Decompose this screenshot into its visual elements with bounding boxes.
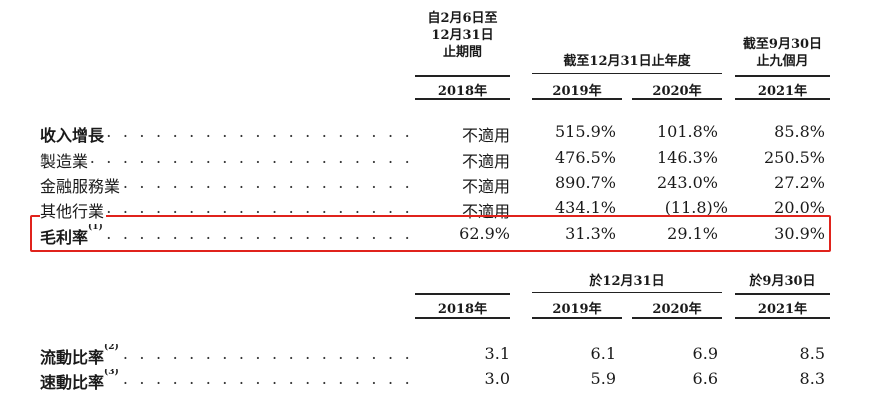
row-label: 其他行業 [40,202,107,221]
cell-2021: 20.0% [774,198,825,217]
year-header-2019: 2019年 [552,302,602,317]
year-header-2018: 2018年 [437,302,488,317]
footnote-marker: (2) [104,344,119,352]
year-rule [735,98,830,100]
header-rule [532,292,722,293]
cell-2021: 250.5% [763,148,825,167]
year-rule [632,317,722,319]
header-nine-months-sep30: 截至9月30日 止九個月 [742,37,823,69]
year-header-2019: 2019年 [552,84,602,99]
header-rule [532,73,722,74]
cell-2019: 31.3% [565,224,616,243]
year-rule [415,317,510,319]
cell-2021: 27.2% [774,173,825,192]
cell-2020: 29.1% [667,224,718,243]
cell-2018: 62.9% [459,224,510,243]
year-header-2020: 2020年 [652,302,702,317]
cell-2019: 5.9 [590,369,616,388]
year-rule [632,98,722,100]
row-label: 速動比率 [40,373,105,392]
year-header-2020: 2020年 [652,84,702,99]
cell-2020: 6.9 [692,344,718,363]
header-rule [415,75,510,77]
cell-2019: 476.5% [554,148,616,167]
cell-2019: 434.1% [554,198,616,217]
row-label: 製造業 [40,152,91,171]
year-rule [532,317,622,319]
year-rule [735,317,830,319]
cell-2020: 146.3% [656,148,718,167]
cell-2021: 8.5 [799,344,825,363]
cell-2019: 6.1 [590,344,616,363]
cell-2018: 不適用 [461,126,510,145]
cell-2020: 6.6 [692,369,718,388]
row-label: 收入增長 [40,126,107,145]
cell-2018: 不適用 [461,152,510,171]
header-rule [415,293,510,295]
cell-2021: 8.3 [799,369,825,388]
header-rule [735,293,830,295]
header-as-at-dec31: 於12月31日 [589,274,665,289]
footnote-marker: (1) [88,224,103,232]
cell-2021: 30.9% [774,224,825,243]
year-rule [532,98,622,100]
cell-2018: 不適用 [461,177,510,196]
cell-2019: 890.7% [554,173,616,192]
header-period-2018: 自2月6日至 12月31日 止期間 [427,11,498,60]
cell-2018: 3.1 [484,344,510,363]
header-year-ended-dec31: 截至12月31日止年度 [563,54,691,69]
row-label: 毛利率 [40,228,89,247]
highlight-box [30,215,831,252]
header-rule [735,75,830,77]
cell-2020: 243.0% [656,173,718,192]
footnote-marker: (3) [104,369,119,377]
cell-2019: 515.9% [554,122,616,141]
cell-2018: 3.0 [484,369,510,388]
cell-2020: 101.8% [656,122,718,141]
row-label: 流動比率 [40,348,105,367]
header-as-at-sep30: 於9月30日 [749,274,816,289]
cell-2021: 85.8% [774,122,825,141]
cell-2020: (11.8)% [664,198,728,217]
year-header-2021: 2021年 [757,302,808,317]
row-label: 金融服務業 [40,177,123,196]
year-rule [415,98,510,100]
year-header-2018: 2018年 [437,84,488,99]
year-header-2021: 2021年 [757,84,808,99]
